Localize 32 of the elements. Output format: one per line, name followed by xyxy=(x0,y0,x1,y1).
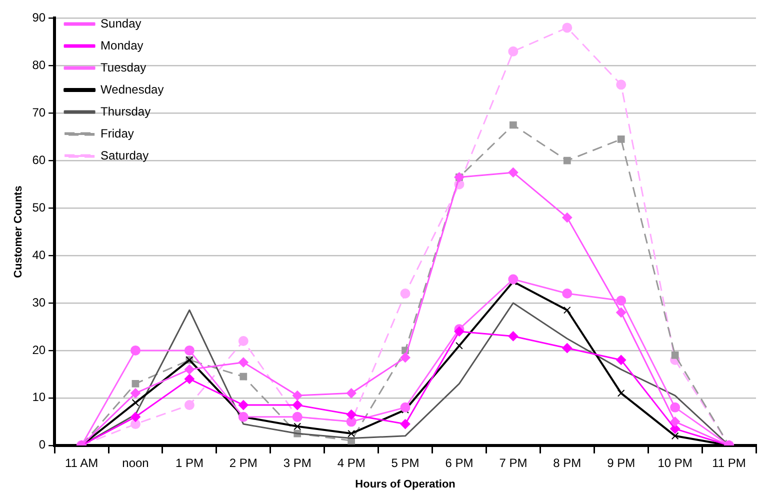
legend-label: Tuesday xyxy=(100,60,146,74)
y-tick-label: 30 xyxy=(32,295,46,310)
y-tick-label: 40 xyxy=(32,248,46,262)
x-tick-label: 9 PM xyxy=(607,456,636,470)
legend-label: Sunday xyxy=(100,16,142,30)
x-tick-label: 2 PM xyxy=(229,456,258,470)
x-tick-label: 4 PM xyxy=(337,456,366,470)
y-tick-label: 0 xyxy=(38,438,46,452)
x-tick-label: noon xyxy=(122,456,149,470)
x-axis-title: Hours of Operation xyxy=(355,478,456,490)
y-tick-label: 60 xyxy=(32,152,46,167)
legend-label: Monday xyxy=(100,38,144,52)
x-tick-label: 8 PM xyxy=(553,456,582,470)
x-tick-label: 11 PM xyxy=(712,456,746,470)
y-tick-label: 20 xyxy=(32,342,46,357)
legend-label: Friday xyxy=(100,126,134,140)
legend-label: Thursday xyxy=(100,104,151,118)
y-tick-label: 80 xyxy=(32,58,46,72)
legend-label: Saturday xyxy=(100,148,149,162)
x-tick-label: 10 PM xyxy=(658,456,692,470)
y-tick-label: 70 xyxy=(32,105,46,120)
x-tick-label: 1 PM xyxy=(175,456,204,470)
x-tick-label: 5 PM xyxy=(391,456,420,470)
y-tick-label: 10 xyxy=(32,390,46,404)
x-tick-label: 6 PM xyxy=(445,456,474,470)
x-tick-label: 7 PM xyxy=(499,456,528,470)
x-tick-label: 11 AM xyxy=(64,456,98,470)
y-axis-title: Customer Counts xyxy=(12,186,25,278)
x-tick-label: 3 PM xyxy=(283,456,312,470)
legend-label: Wednesday xyxy=(100,82,164,96)
y-tick-label: 50 xyxy=(32,200,46,214)
y-tick-label: 90 xyxy=(32,10,46,25)
